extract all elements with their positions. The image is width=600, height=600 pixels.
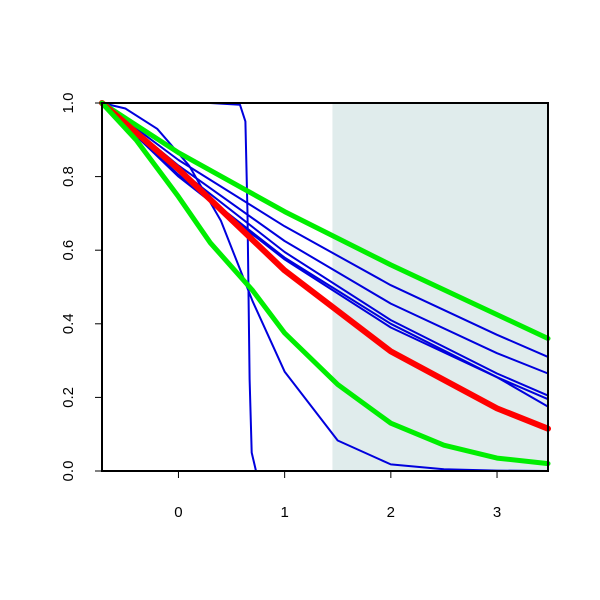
y-tick-label: 1.0 (60, 93, 77, 114)
series-line-2-blue (101, 102, 549, 472)
series-line-9-red (99, 100, 551, 432)
series-line-6-blue (101, 102, 549, 401)
plot-frame (101, 102, 549, 472)
y-tick-label: 0.6 (60, 240, 77, 261)
x-tick-label: 2 (387, 504, 395, 521)
series-line-3-blue (101, 102, 549, 358)
series-line-10-green (99, 100, 551, 467)
x-tick-label: 0 (174, 504, 182, 521)
x-axis: 0 1 2 3 (174, 471, 501, 521)
y-axis: 0.0 0.2 0.4 0.6 0.8 1.0 (60, 93, 102, 482)
x-tick-label: 1 (280, 504, 288, 521)
series-line-7-blue (101, 102, 549, 408)
x-tick-label: 3 (493, 504, 501, 521)
series-layer (99, 100, 551, 472)
y-tick-label: 0.4 (60, 313, 77, 334)
y-tick-label: 0.0 (60, 461, 77, 482)
y-tick-label: 0.8 (60, 166, 77, 187)
y-tick-label: 0.2 (60, 387, 77, 408)
series-line-8-green (99, 100, 551, 341)
